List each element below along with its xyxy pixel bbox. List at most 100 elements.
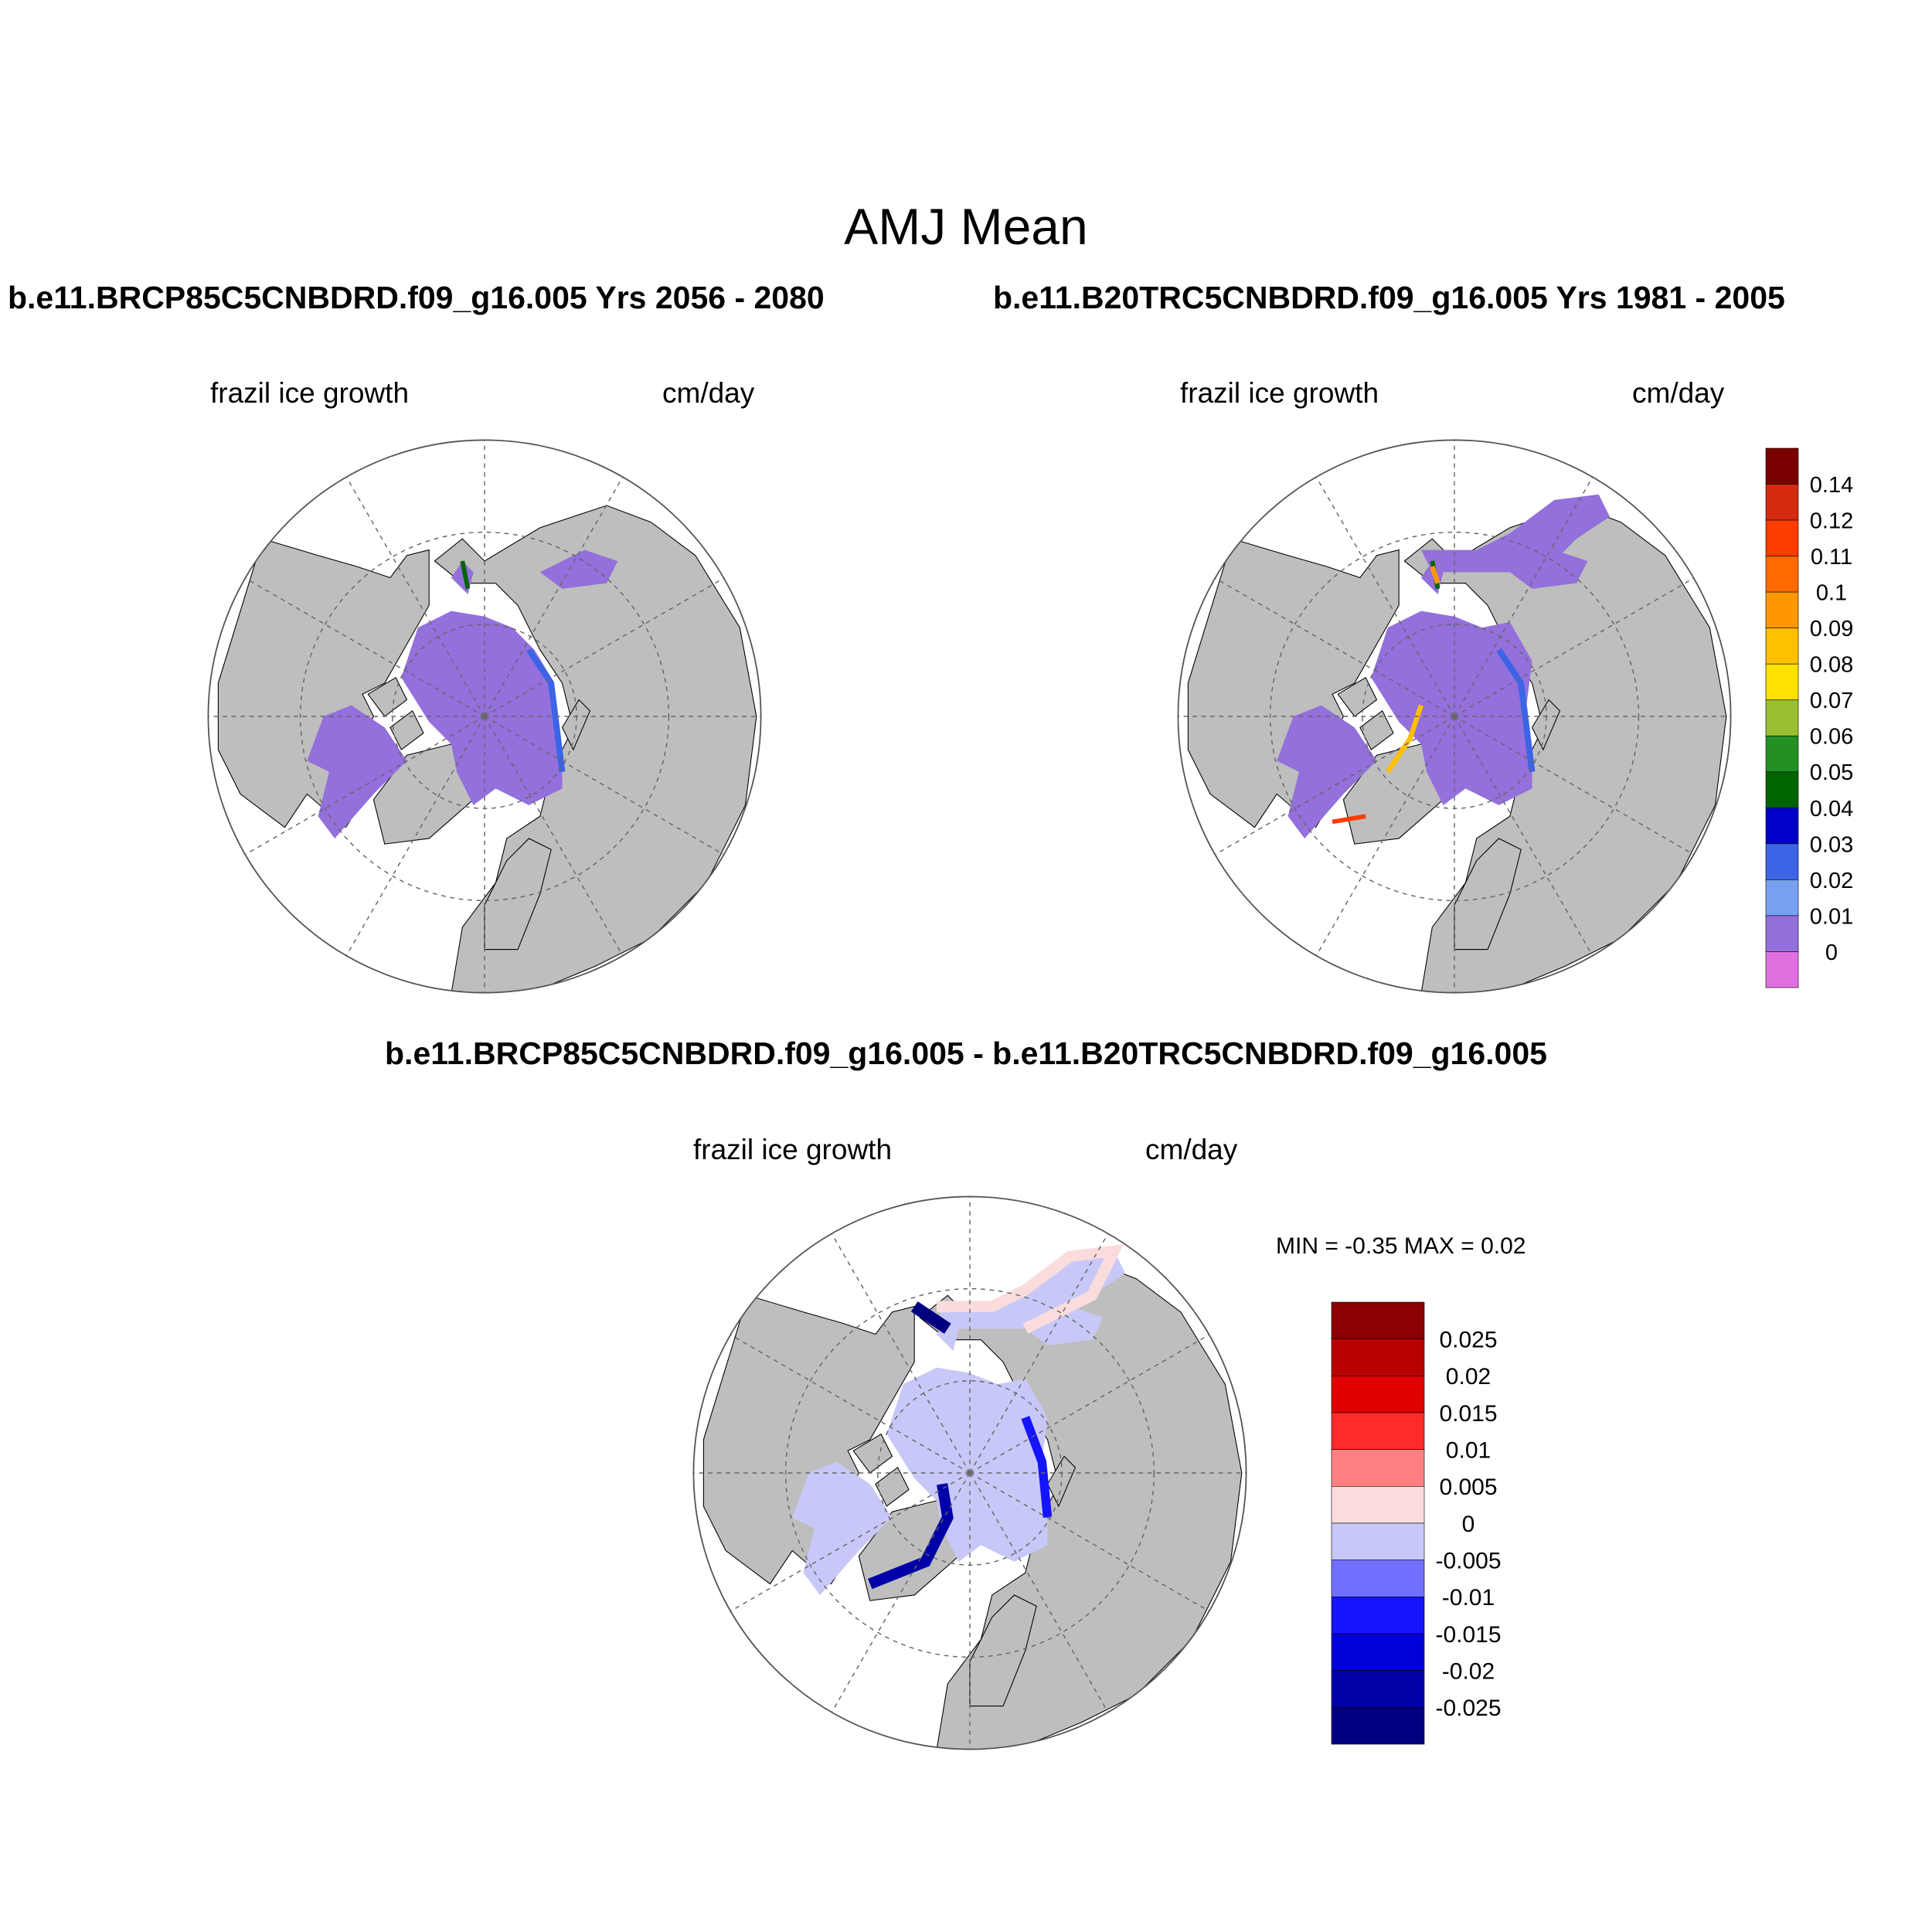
colorbar-diff-swatch bbox=[1331, 1670, 1425, 1708]
colorbar-main-swatch bbox=[1765, 843, 1799, 880]
polar-map-panel-3 bbox=[692, 1196, 1247, 1750]
colorbar-main-tick-label: 0.02 bbox=[1810, 869, 1853, 893]
panel-1-units-label: cm/day bbox=[662, 377, 755, 409]
land-mass bbox=[1359, 710, 1394, 750]
ice-field bbox=[307, 705, 407, 838]
colorbar-main-tick-label: 0.11 bbox=[1811, 545, 1852, 570]
graticule bbox=[208, 440, 761, 993]
colorbar-main-swatch bbox=[1765, 915, 1799, 952]
colorbar-main-tick-label: 0.07 bbox=[1810, 689, 1853, 713]
colorbar-main-swatch bbox=[1765, 556, 1799, 593]
land-mass bbox=[852, 1433, 893, 1474]
land-mass bbox=[1046, 1455, 1077, 1508]
panel-3-min-max-stats: MIN = -0.35 MAX = 0.02 bbox=[1276, 1233, 1526, 1259]
colorbar-main: 0.14 0.12 0.11 0.1 0.09 0.08 0.07 0.06 0.05 0.04 0… bbox=[1765, 447, 1853, 988]
colorbar-diff-swatch bbox=[1331, 1301, 1425, 1339]
map-boundary bbox=[207, 439, 762, 994]
ice-field bbox=[539, 549, 618, 589]
colorbar-diff-swatch bbox=[1331, 1560, 1425, 1597]
difference-negative bbox=[1021, 1416, 1053, 1519]
panel-3-variable-label: frazil ice growth bbox=[693, 1134, 893, 1165]
map-boundary bbox=[1177, 439, 1732, 994]
ice-edge-band bbox=[460, 560, 471, 590]
colorbar-diff-tick-label: 0.01 bbox=[1446, 1437, 1491, 1463]
colorbar-main-tick-label: 0.1 bbox=[1816, 581, 1847, 606]
colorbar-main-tick-label: 0.05 bbox=[1810, 760, 1853, 785]
colorbar-diff: 0.025 0.02 0.015 0.01 0.005 0 -0.005 -0.01 -0.01… bbox=[1331, 1301, 1502, 1745]
panel-2-variable-label: frazil ice growth bbox=[1180, 377, 1379, 409]
colorbar-diff-swatch bbox=[1331, 1633, 1425, 1671]
colorbar-diff-swatch bbox=[1331, 1486, 1425, 1524]
ice-edge-band bbox=[1496, 648, 1536, 773]
graticule bbox=[1178, 440, 1731, 993]
difference-field bbox=[792, 1461, 893, 1595]
land-mass bbox=[561, 699, 591, 751]
colorbar-main-tick-label: 0.12 bbox=[1810, 509, 1853, 534]
difference-negative bbox=[910, 1301, 951, 1334]
colorbar-main-tick-label: 0.09 bbox=[1810, 617, 1853, 641]
land-mass bbox=[367, 676, 408, 717]
colorbar-diff-tick-label: -0.005 bbox=[1435, 1548, 1501, 1573]
land-mass bbox=[702, 1294, 915, 1585]
colorbar-diff-tick-label: -0.015 bbox=[1435, 1622, 1501, 1648]
colorbar-diff-tick-label: 0 bbox=[1462, 1512, 1475, 1537]
ice-field bbox=[401, 611, 563, 805]
colorbar-main-swatch bbox=[1765, 519, 1799, 556]
land-mass bbox=[217, 538, 430, 828]
colorbar-diff-swatch bbox=[1331, 1597, 1425, 1634]
polar-map-panel-1 bbox=[207, 439, 762, 994]
panel-3-title: b.e11.BRCP85C5CNBDRD.f09_g16.005 - b.e11… bbox=[385, 1036, 1547, 1071]
colorbar-main-swatch bbox=[1765, 663, 1799, 701]
graticule bbox=[693, 1196, 1247, 1750]
colorbar-main-swatch bbox=[1765, 879, 1799, 917]
colorbar-main-swatch bbox=[1765, 735, 1799, 773]
colorbar-diff-tick-label: -0.025 bbox=[1435, 1696, 1501, 1721]
colorbar-main-tick-label: 0.08 bbox=[1810, 653, 1853, 678]
colorbar-diff-swatch bbox=[1331, 1449, 1425, 1487]
colorbar-main-swatch bbox=[1765, 591, 1799, 628]
colorbar-main-tick-label: 0.14 bbox=[1810, 473, 1853, 498]
panel-2-units-label: cm/day bbox=[1632, 377, 1725, 409]
colorbar-main-swatch bbox=[1765, 699, 1799, 736]
colorbar-main-tick-label: 0.06 bbox=[1810, 725, 1853, 750]
polar-map-panel-2 bbox=[1177, 439, 1732, 994]
colorbar-diff-tick-label: -0.02 bbox=[1442, 1658, 1495, 1684]
land-mass bbox=[1454, 838, 1522, 951]
colorbar-diff-tick-label: 0.015 bbox=[1439, 1401, 1497, 1427]
colorbar-main-tick-label: 0 bbox=[1825, 940, 1838, 965]
colorbar-diff-swatch bbox=[1331, 1707, 1425, 1745]
land-mass bbox=[969, 1594, 1037, 1707]
panel-2-title: b.e11.B20TRC5CNBDRD.f09_g16.005 Yrs 1981… bbox=[993, 280, 1785, 315]
panel-3-units-label: cm/day bbox=[1145, 1134, 1238, 1165]
figure-title: AMJ Mean bbox=[844, 198, 1088, 255]
colorbar-diff-tick-label: 0.005 bbox=[1439, 1475, 1497, 1500]
colorbar-main-tick-label: 0.03 bbox=[1810, 832, 1853, 857]
map-boundary bbox=[692, 1196, 1247, 1750]
colorbar-main-swatch bbox=[1765, 447, 1799, 485]
land-mass bbox=[1187, 538, 1400, 828]
ice-edge-band bbox=[526, 648, 566, 773]
panel-1-variable-label: frazil ice growth bbox=[210, 377, 410, 409]
difference-field bbox=[1025, 1306, 1104, 1345]
ice-edge-band bbox=[1430, 566, 1440, 584]
colorbar-diff-swatch bbox=[1331, 1376, 1425, 1413]
difference-negative bbox=[868, 1483, 954, 1590]
land-mass bbox=[1531, 699, 1561, 751]
land-mass bbox=[875, 1467, 910, 1507]
panel-1-title: b.e11.BRCP85C5CNBDRD.f09_g16.005 Yrs 205… bbox=[8, 280, 825, 315]
colorbar-diff-swatch bbox=[1331, 1338, 1425, 1376]
ice-field bbox=[1277, 705, 1377, 838]
colorbar-diff-tick-label: -0.01 bbox=[1442, 1585, 1495, 1611]
colorbar-diff-tick-label: 0.025 bbox=[1439, 1327, 1497, 1352]
ice-edge-band bbox=[1332, 814, 1366, 825]
ice-field bbox=[1509, 549, 1588, 589]
colorbar-main-swatch bbox=[1765, 951, 1799, 988]
land-mass bbox=[1337, 676, 1378, 717]
colorbar-main-swatch bbox=[1765, 808, 1799, 845]
colorbar-diff-tick-label: 0.02 bbox=[1446, 1364, 1491, 1389]
land-mass bbox=[389, 710, 424, 750]
colorbar-diff-swatch bbox=[1331, 1522, 1425, 1560]
difference-positive bbox=[936, 1244, 1124, 1334]
colorbar-main-swatch bbox=[1765, 628, 1799, 665]
colorbar-main-tick-label: 0.04 bbox=[1810, 797, 1853, 821]
